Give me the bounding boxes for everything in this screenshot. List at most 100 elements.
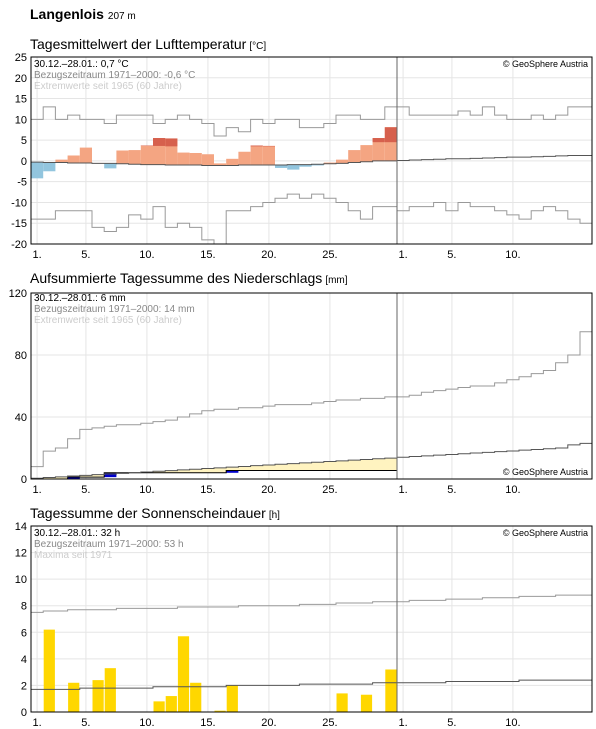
legend-extremes: Extremwerte seit 1965 (60 Jahre) (34, 81, 182, 92)
x-tick-label: 1. (33, 484, 42, 496)
temperature-bar (177, 152, 190, 166)
x-tick-label: 10. (505, 484, 520, 496)
y-tick-label: 80 (15, 350, 27, 362)
temperature-bar (104, 163, 117, 169)
y-tick-label: 12 (15, 548, 27, 560)
credit-text: © GeoSphere Austria (503, 528, 588, 538)
plot-frame (30, 292, 593, 480)
temperature-bar (189, 152, 202, 166)
legend-reference: Bezugszeitraum 1971–2000: -0,6 °C (34, 70, 195, 81)
y-tick-label: 0 (21, 707, 27, 719)
x-tick-label: 5. (81, 249, 90, 261)
legend-period: 30.12.–28.01.: 0,7 °C (34, 59, 129, 70)
sunshine-bar (190, 682, 202, 712)
temperature-bar (67, 155, 80, 163)
x-tick-label: 5. (81, 717, 90, 729)
temperature-bar (79, 147, 92, 163)
y-tick-label: 5 (21, 135, 27, 147)
temperature-bar (116, 150, 129, 164)
reference-temperature-line (31, 154, 593, 166)
precipitation-bar (67, 477, 80, 479)
x-tick-label: 5. (447, 484, 456, 496)
sunshine-bar (360, 694, 373, 712)
x-tick-label: 5. (447, 717, 456, 729)
y-tick-label: 4 (21, 654, 27, 666)
sunshine-bar (92, 680, 104, 712)
sunshine-bar (68, 682, 80, 712)
precipitation-chart-title: Aufsummierte Tagessumme des Niederschlag… (30, 270, 348, 286)
sunshine-bar (43, 629, 55, 712)
temperature-bar (348, 150, 361, 163)
temperature-bar (311, 164, 324, 166)
temperature-bar (262, 145, 275, 166)
y-tick-label: 15 (15, 94, 27, 106)
x-tick-label: 10. (139, 484, 154, 496)
temperature-bar (31, 162, 44, 179)
legend-reference: Bezugszeitraum 1971–2000: 14 mm (34, 304, 195, 315)
temperature-bar (250, 145, 263, 166)
sunshine-bar (104, 668, 116, 712)
x-tick-label: 15. (200, 249, 215, 261)
sunshine-chart-title: Tagessumme der Sonnenscheindauer [h] (30, 505, 280, 521)
sunshine-bar (177, 636, 190, 712)
y-tick-label: 120 (9, 288, 27, 300)
credit-text: © GeoSphere Austria (503, 59, 588, 69)
temperature-bar (43, 162, 56, 172)
x-tick-label: 1. (399, 484, 408, 496)
y-tick-label: 20 (15, 73, 27, 85)
temperature-bar (238, 151, 251, 166)
legend-extremes: Extremwerte seit 1965 (60 Jahre) (34, 315, 182, 326)
y-tick-label: 10 (15, 114, 27, 126)
temperature-bar-extreme (165, 138, 178, 147)
temperature-bar-extreme (153, 138, 166, 146)
max-precipitation-line (31, 331, 593, 468)
station-header: Langenlois 207 m (30, 6, 136, 22)
temperature-bar-extreme (250, 145, 263, 147)
precipitation-title-text: Aufsummierte Tagessumme des Niederschlag… (30, 270, 323, 286)
x-tick-label: 1. (33, 717, 42, 729)
x-tick-label: 5. (447, 249, 456, 261)
temperature-bar (372, 138, 385, 161)
temperature-unit: [°C] (249, 41, 267, 52)
y-tick-label: 40 (15, 412, 27, 424)
chart-panel-1: 0 40 80 120 1. 5. 10. 15. 20. 25. 1. 5. 10. 30.12.–28… (9, 288, 593, 496)
temperature-bar (128, 150, 141, 165)
x-tick-label: 25. (322, 717, 337, 729)
plot-frame (30, 56, 593, 245)
y-tick-label: -5 (17, 177, 27, 189)
temperature-bar (336, 159, 349, 164)
chart-panel-0: -20 -15 -10 -5 0 5 10 15 20 25 1. 5. 10. 15. 20. 25. 1. 5… (11, 52, 593, 261)
y-tick-label: 6 (21, 627, 27, 639)
x-tick-label: 10. (505, 717, 520, 729)
x-tick-label: 10. (139, 717, 154, 729)
temperature-bar-extreme (372, 138, 385, 143)
precipitation-bar (104, 472, 117, 478)
reference-sunshine-line (31, 679, 593, 690)
sunshine-bar (165, 696, 177, 712)
y-tick-label: 10 (15, 574, 27, 586)
sunshine-bar (336, 693, 348, 712)
x-tick-label: 20. (261, 484, 276, 496)
min-temperature-line (31, 193, 593, 245)
x-tick-label: 5. (81, 484, 90, 496)
x-tick-label: 1. (399, 249, 408, 261)
temperature-title-text: Tagesmittelwert der Lufttemperatur (30, 36, 247, 52)
credit-text: © GeoSphere Austria (503, 467, 588, 477)
precipitation-bar (226, 470, 239, 473)
sunshine-bar (226, 685, 238, 712)
temperature-bar (214, 163, 227, 166)
temperature-bar (287, 164, 300, 170)
x-tick-label: 15. (200, 484, 215, 496)
x-tick-label: 15. (200, 717, 215, 729)
x-tick-label: 25. (322, 249, 337, 261)
x-tick-label: 10. (139, 249, 154, 261)
x-tick-label: 20. (261, 249, 276, 261)
temperature-bar (275, 165, 288, 168)
reference-precipitation-line (31, 442, 593, 479)
temperature-bar (360, 145, 373, 162)
temperature-bar (201, 154, 214, 166)
y-tick-label: 25 (15, 52, 27, 64)
temperature-bar (299, 164, 312, 167)
max-sunshine-line (31, 594, 593, 613)
